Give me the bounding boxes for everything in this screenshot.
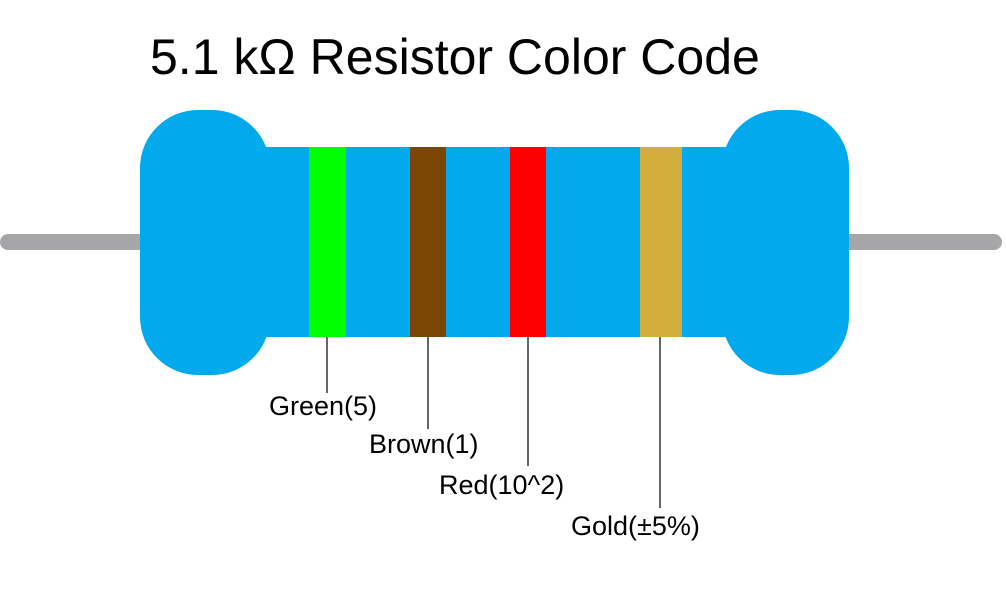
band-brown [410,147,446,337]
band-red [510,147,546,337]
page-title: 5.1 kΩ Resistor Color Code [150,29,760,85]
resistor-body [140,110,849,375]
band-label-brown: Brown(1) [369,429,479,459]
band-green [309,147,346,337]
band-label-green: Green(5) [269,391,377,421]
band-label-red: Red(10^2) [439,470,564,500]
resistor-end-cap-left [140,110,270,375]
band-gold [640,147,682,337]
band-label-gold: Gold(±5%) [571,511,700,541]
resistor-end-cap-right [722,110,849,375]
